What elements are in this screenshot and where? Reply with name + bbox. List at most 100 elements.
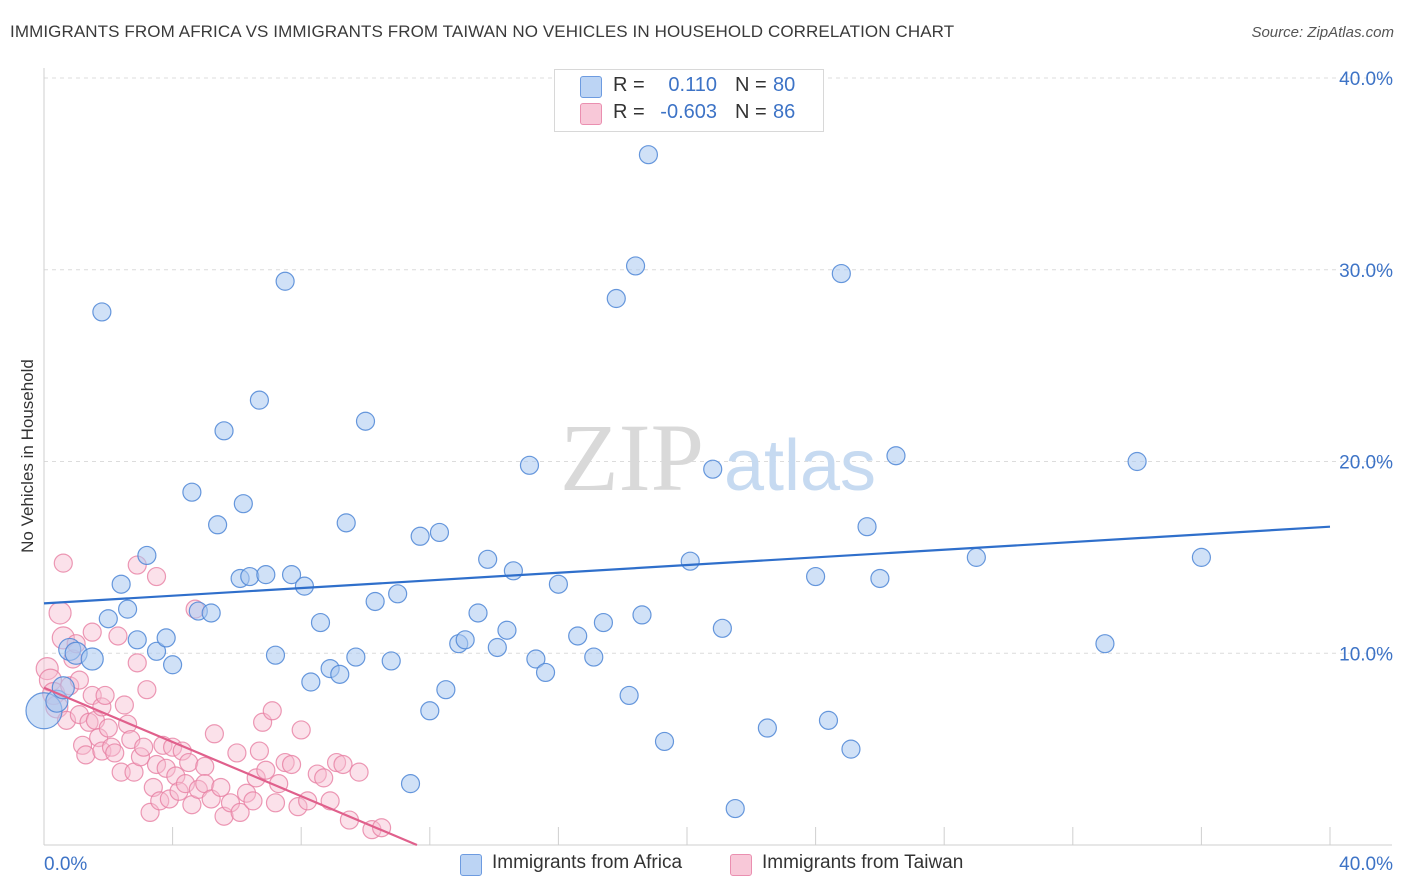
africa-point [208,515,228,535]
taiwan-point [48,601,72,625]
africa-point [638,145,659,165]
africa-point [436,680,456,700]
africa-point [256,565,276,585]
africa-point [400,774,421,794]
africa-point [487,637,507,658]
taiwan-point [220,793,241,813]
taiwan-point [256,760,276,780]
watermark: ZIP atlas [560,404,876,511]
africa-points [25,145,1212,819]
africa-point [654,731,675,752]
africa-point [703,459,723,479]
taiwan-point [333,754,353,775]
africa-point [98,609,118,629]
africa-point [163,655,183,675]
africa-swatch [580,76,602,98]
africa-point [1127,451,1147,472]
africa-point [281,565,302,585]
taiwan-swatch [580,103,602,125]
taiwan-point [314,768,334,788]
africa-point [330,664,350,684]
africa-point [548,574,569,594]
taiwan-point [211,777,231,798]
taiwan-point [156,758,176,778]
taiwan-point [166,766,186,786]
africa-legend-label: Immigrants from Africa [492,852,683,873]
africa-point [680,551,700,571]
chart-title: IMMIGRANTS FROM AFRICA VS IMMIGRANTS FRO… [10,22,955,41]
africa-point [92,302,112,322]
taiwan-legend-label: Immigrants from Taiwan [762,852,964,873]
africa-point [831,263,851,284]
taiwan-point [227,743,247,763]
africa-point [468,603,488,623]
taiwan-point [288,797,308,817]
africa-point [818,710,839,730]
africa-point [625,256,646,276]
africa-point [712,618,732,638]
taiwan-point [53,553,73,573]
africa-point [410,526,430,546]
africa-point [805,566,826,587]
africa-point [365,591,385,612]
x-tick-label: 0.0% [44,854,87,875]
africa-point [388,584,408,604]
africa-point [156,628,176,648]
africa-point [265,645,286,665]
africa-point [249,390,270,410]
africa-point [593,612,614,633]
taiwan-point [146,566,167,587]
africa-point [381,651,401,671]
taiwan-point [134,737,154,757]
africa-point [182,482,202,502]
trend-lines [43,525,1331,847]
taiwan-point [95,685,115,706]
r-value: -0.603 [660,101,717,123]
n-label: N = [735,101,767,123]
africa-point [301,672,321,692]
taiwan-point [265,793,286,813]
taiwan-point [105,743,125,763]
taiwan-point [249,741,270,761]
grid-lines [44,77,1392,654]
taiwan-point [127,653,147,673]
taiwan-trend-line [43,686,418,847]
n-value: 80 [773,74,796,96]
taiwan-point [159,789,179,809]
source-label: Source: ZipAtlas.com [1251,24,1394,41]
taiwan-point [150,791,170,811]
africa-point [346,647,366,667]
taiwan-point [76,745,96,765]
africa-point [535,662,556,683]
africa-point [201,603,221,623]
africa-point [757,718,777,738]
africa-trend-line [43,525,1331,605]
africa-point [455,630,475,650]
y-tick-label: 20.0% [1339,453,1393,474]
y-tick-label: 40.0% [1339,69,1393,90]
africa-point [429,522,450,543]
taiwan-point [262,701,282,721]
africa-point [526,649,546,669]
africa-point [632,605,652,625]
taiwan-point [320,791,340,811]
africa-point [127,630,147,650]
africa-point [420,701,440,721]
watermark-zip: ZIP [560,404,704,511]
taiwan-points [35,553,392,840]
axes [43,68,1392,846]
africa-point [870,568,890,589]
taiwan-legend-swatch [730,854,752,876]
taiwan-point [204,724,224,744]
watermark-atlas: atlas [724,426,876,506]
africa-point [214,421,234,441]
africa-point [240,566,260,587]
africa-point [841,739,861,759]
africa-point [966,547,986,567]
taiwan-point [349,762,369,782]
taiwan-point [137,680,157,700]
r-label: R = [613,101,645,123]
stats-legend: R = 0.110 N = 80 R = -0.603 N = 86 [554,69,824,132]
y-tick-label: 30.0% [1339,261,1393,282]
